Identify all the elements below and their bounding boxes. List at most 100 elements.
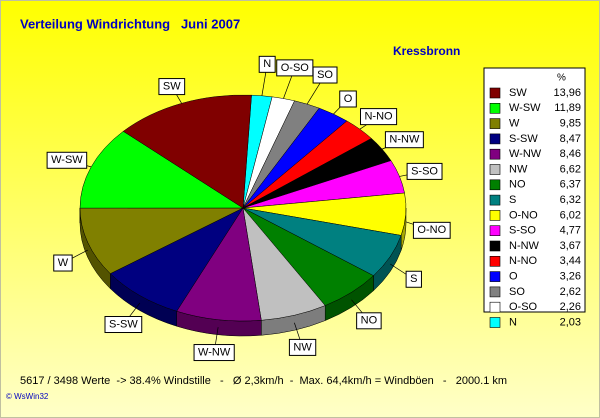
legend-swatch xyxy=(489,210,501,221)
legend-value: 9,85 xyxy=(560,118,581,130)
slice-label: NO xyxy=(361,315,378,327)
legend-label: NW xyxy=(509,163,528,175)
legend-swatch xyxy=(489,286,501,298)
slice-label: SW xyxy=(163,80,181,92)
legend-swatch xyxy=(489,255,501,267)
legend-value: 3,67 xyxy=(560,240,581,252)
legend-swatch xyxy=(489,164,501,175)
legend-label: N xyxy=(509,316,517,328)
legend-value: 8,46 xyxy=(560,148,581,160)
slice-label: SO xyxy=(317,69,333,81)
callout-box xyxy=(412,221,451,239)
legend-label: N-NO xyxy=(509,255,538,267)
callout: S-SW xyxy=(104,316,143,334)
legend-label: W-NW xyxy=(509,148,542,160)
pie-slice xyxy=(176,207,262,322)
callout: W-NW xyxy=(193,344,235,362)
callout-box xyxy=(312,66,338,84)
legend-value: 2,26 xyxy=(560,301,581,313)
callout-box xyxy=(359,108,398,126)
callout: W xyxy=(53,254,73,272)
slice-label: W-NW xyxy=(198,346,231,358)
legend-value: 6,32 xyxy=(560,194,581,206)
legend-title: % xyxy=(557,73,566,84)
legend-label: S-SW xyxy=(509,133,538,145)
slice-label: W xyxy=(58,257,69,269)
legend-swatch xyxy=(489,148,501,160)
legend-swatch xyxy=(489,179,501,191)
legend-value: 11,89 xyxy=(554,102,581,114)
pie-slice xyxy=(79,207,244,274)
legend-value: 6,62 xyxy=(560,163,581,175)
callout-box xyxy=(104,316,143,334)
callout: S xyxy=(405,270,422,288)
callout-box xyxy=(53,254,73,272)
callout: NO xyxy=(356,312,382,330)
chart-title: Verteilung Windrichtung Juni 2007 xyxy=(20,16,240,31)
callout-box xyxy=(339,90,357,108)
legend-value: 2,62 xyxy=(560,286,581,298)
legend-label: S xyxy=(509,194,516,206)
slice-label: S xyxy=(410,273,417,285)
legend-swatch xyxy=(489,301,501,313)
callout: SO xyxy=(312,66,338,84)
callout-box xyxy=(288,338,317,356)
legend-swatch xyxy=(489,118,501,129)
pie-slice xyxy=(122,94,252,209)
legend-swatch xyxy=(489,194,501,206)
legend-label: S-SO xyxy=(509,225,536,237)
legend-swatch xyxy=(489,317,501,328)
legend-swatch xyxy=(489,87,501,99)
pie-slice xyxy=(109,207,244,312)
slice-label: N-NW xyxy=(389,134,420,146)
legend-label: SW xyxy=(509,87,527,99)
legend-label: O-NO xyxy=(509,209,538,221)
legend-value: 6,37 xyxy=(560,179,581,191)
slice-label: O-NO xyxy=(417,224,446,236)
legend-box xyxy=(483,67,586,313)
callout: O-SO xyxy=(276,59,314,77)
legend-label: NO xyxy=(509,179,526,191)
legend-label: SO xyxy=(509,286,525,298)
callout: N-NO xyxy=(359,108,398,126)
callout: N-NW xyxy=(384,131,424,149)
legend-label: O-SO xyxy=(509,301,538,313)
slice-label: S-SO xyxy=(411,165,438,177)
slice-label: O xyxy=(344,93,353,105)
callout-box xyxy=(384,131,424,149)
callout: O xyxy=(339,90,357,108)
callout-box xyxy=(46,151,88,169)
legend-value: 8,47 xyxy=(560,133,581,145)
callout: S-SO xyxy=(406,162,443,180)
callout-box xyxy=(158,78,186,96)
legend-swatch xyxy=(489,240,501,252)
copyright: © WsWin32 xyxy=(6,392,49,401)
legend-value: 6,02 xyxy=(560,209,581,221)
callout-box xyxy=(406,162,443,180)
callout-box xyxy=(193,344,235,362)
legend-swatch xyxy=(489,103,501,114)
callout-box xyxy=(356,312,382,330)
legend-value: 3,26 xyxy=(560,271,581,283)
legend-label: O xyxy=(509,271,518,283)
legend-value: 3,44 xyxy=(560,255,581,267)
footer: 5617 / 3498 Werte -> 38.4% Windstille - … xyxy=(20,375,507,387)
callout: W-SW xyxy=(46,151,88,169)
slice-label: O-SO xyxy=(281,62,310,74)
slice-label: S-SW xyxy=(109,318,138,330)
legend-value: 4,77 xyxy=(560,225,581,237)
callout: NW xyxy=(288,338,317,356)
legend-swatch xyxy=(489,225,501,236)
legend-value: 2,03 xyxy=(560,316,581,328)
legend-label: W xyxy=(509,118,520,130)
callout: SW xyxy=(158,78,186,96)
chart-subtitle: Kressbronn xyxy=(393,44,460,58)
callout: N xyxy=(258,55,276,73)
legend-swatch xyxy=(489,133,501,145)
legend-value: 13,96 xyxy=(553,87,581,99)
callout: O-NO xyxy=(412,221,451,239)
legend-label: W-SW xyxy=(509,102,541,114)
slice-label: W-SW xyxy=(51,154,83,166)
slice-label: N-NO xyxy=(364,111,393,123)
callout-box xyxy=(258,55,276,73)
